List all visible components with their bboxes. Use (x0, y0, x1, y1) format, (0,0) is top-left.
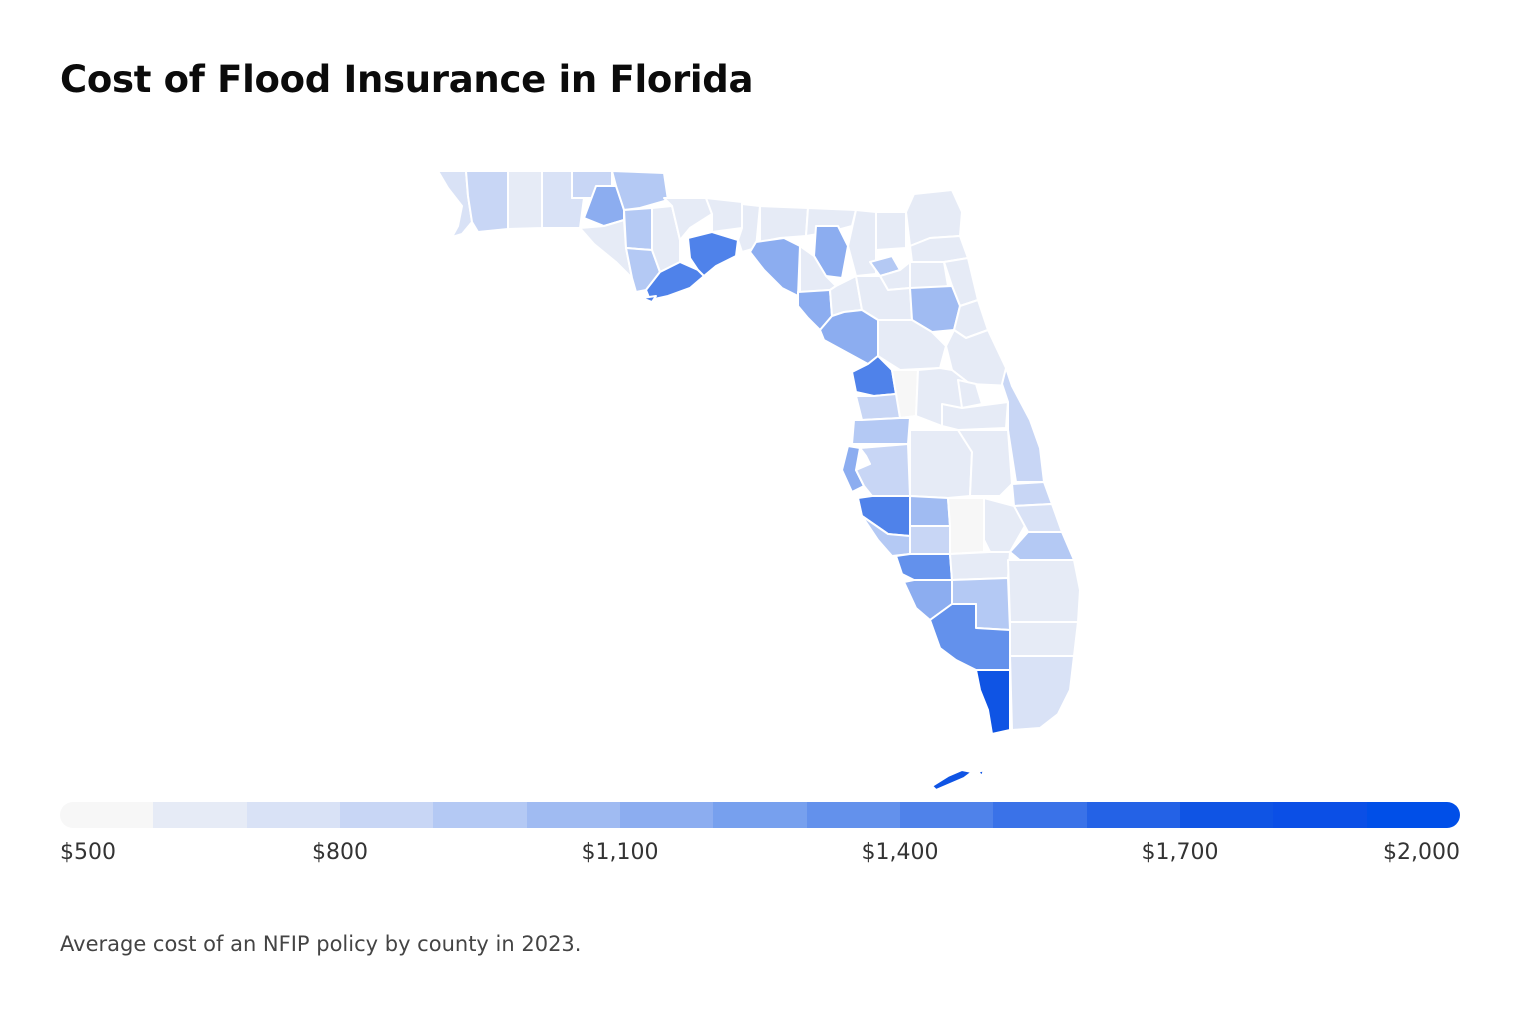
county-calhoun[interactable] (623, 207, 653, 251)
county-wakulla[interactable] (687, 231, 739, 277)
county-highlands[interactable] (947, 497, 985, 555)
county-taylor[interactable] (749, 237, 801, 297)
county-madison[interactable] (759, 205, 809, 243)
florida-county-map (437, 170, 1081, 791)
legend-label-2000: $2,000 (1383, 840, 1460, 865)
legend-swatch (899, 802, 994, 828)
county-okaloosa[interactable] (507, 170, 543, 230)
legend-label-800: $800 (312, 840, 368, 865)
county-miami-dade[interactable] (1009, 655, 1075, 731)
legend-swatch (1086, 802, 1180, 828)
gulf-island (641, 295, 657, 303)
legend-swatch (993, 802, 1087, 828)
legend-swatch (153, 802, 247, 828)
legend-swatch (1366, 802, 1460, 828)
county-broward[interactable] (1009, 621, 1079, 657)
legend-swatch (526, 802, 620, 828)
county-palm-beach[interactable] (1007, 559, 1081, 623)
keys-islet (977, 769, 985, 777)
county-monroe-mainland[interactable] (975, 669, 1011, 735)
county-hernando[interactable] (855, 393, 901, 421)
county-hardee[interactable] (909, 495, 951, 527)
county-baker[interactable] (875, 211, 907, 251)
florida-keys[interactable] (931, 769, 973, 791)
legend-label-1400: $1,400 (861, 840, 939, 865)
legend-label-1100: $1,100 (581, 840, 659, 865)
county-glades[interactable] (949, 551, 1011, 581)
county-desoto[interactable] (909, 525, 951, 555)
legend-swatch (60, 802, 154, 828)
legend-swatch (246, 802, 340, 828)
legend-labels: $500 $800 $1,100 $1,400 $1,700 $2,000 (60, 840, 1460, 870)
county-manatee[interactable] (857, 495, 911, 537)
county-santa-rosa[interactable] (465, 170, 509, 233)
county-hillsborough[interactable] (855, 443, 911, 497)
county-pasco[interactable] (851, 417, 911, 445)
county-indian-river[interactable] (1011, 481, 1053, 507)
legend-swatch (619, 802, 714, 828)
legend-swatch (806, 802, 900, 828)
county-leon[interactable] (705, 197, 743, 233)
legend-swatch (339, 802, 434, 828)
legend-label-500: $500 (60, 840, 116, 865)
legend-label-1700: $1,700 (1141, 840, 1219, 865)
county-polk[interactable] (909, 429, 973, 499)
legend-swatch (713, 802, 807, 828)
chart-title: Cost of Flood Insurance in Florida (60, 58, 754, 101)
chart-caption: Average cost of an NFIP policy by county… (60, 932, 582, 956)
county-osceola[interactable] (957, 429, 1013, 497)
county-orange[interactable] (941, 401, 1009, 431)
legend-swatch (433, 802, 527, 828)
county-charlotte[interactable] (895, 553, 953, 581)
legend-swatch (1273, 802, 1367, 828)
legend-swatch (1179, 802, 1274, 828)
color-scale-legend (60, 802, 1460, 828)
county-seminole[interactable] (957, 379, 983, 409)
